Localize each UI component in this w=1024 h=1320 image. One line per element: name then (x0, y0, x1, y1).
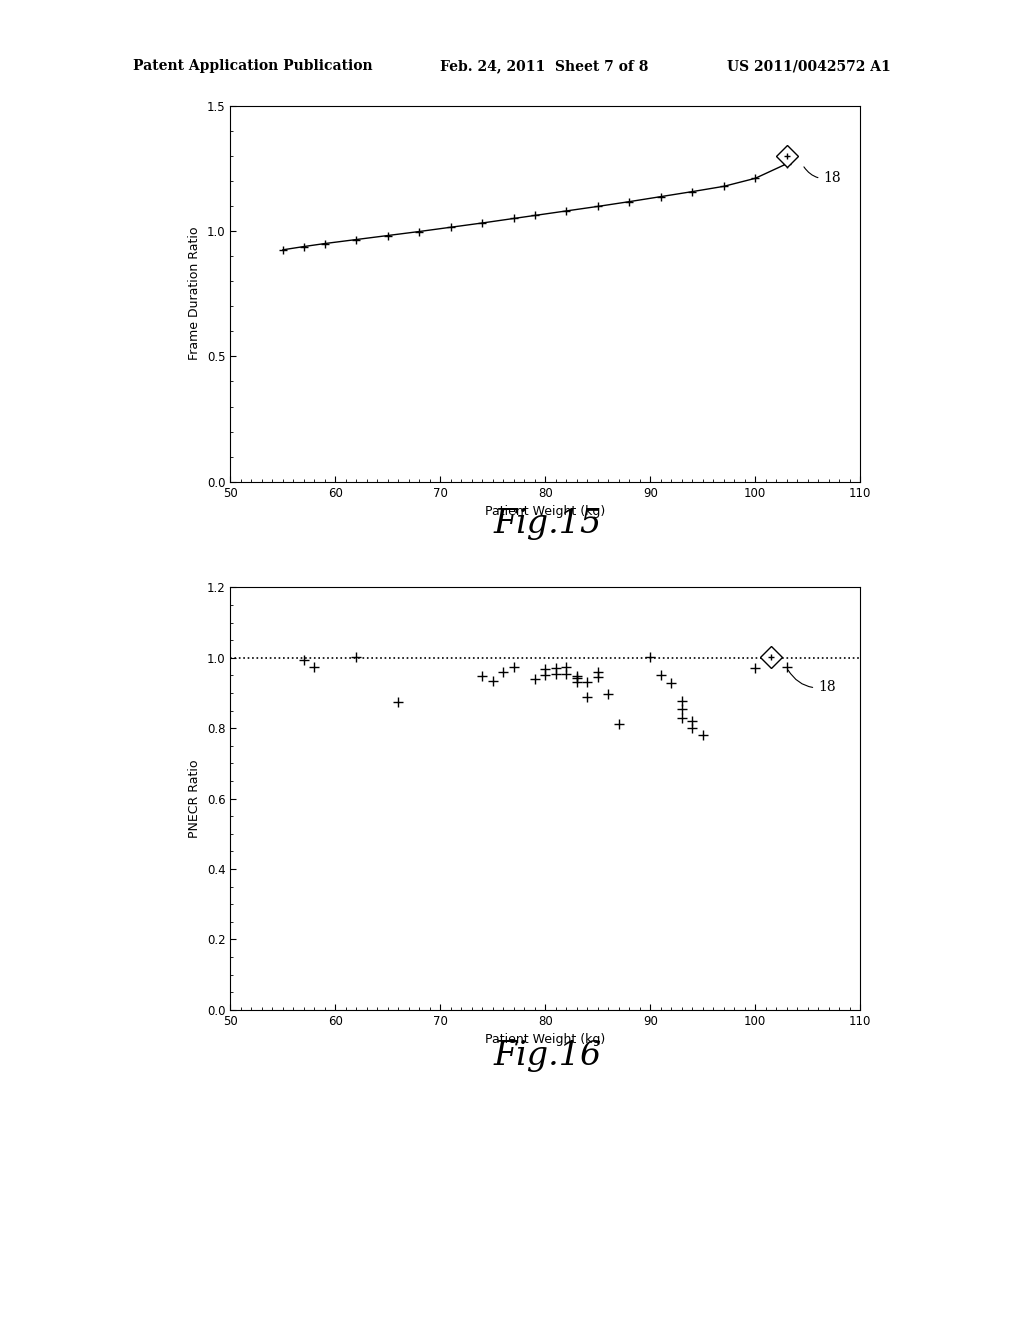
Y-axis label: Frame Duration Ratio: Frame Duration Ratio (188, 227, 202, 360)
Y-axis label: PNECR Ratio: PNECR Ratio (188, 759, 202, 838)
Text: 18: 18 (788, 671, 836, 694)
Text: Feb. 24, 2011  Sheet 7 of 8: Feb. 24, 2011 Sheet 7 of 8 (440, 59, 648, 74)
Text: Fig.15: Fig.15 (494, 508, 602, 540)
Text: Fig.16: Fig.16 (494, 1040, 602, 1072)
Text: US 2011/0042572 A1: US 2011/0042572 A1 (727, 59, 891, 74)
Text: Patent Application Publication: Patent Application Publication (133, 59, 373, 74)
Text: 18: 18 (804, 166, 841, 185)
X-axis label: Patient Weight (kg): Patient Weight (kg) (485, 1034, 605, 1047)
X-axis label: Patient Weight (kg): Patient Weight (kg) (485, 506, 605, 519)
